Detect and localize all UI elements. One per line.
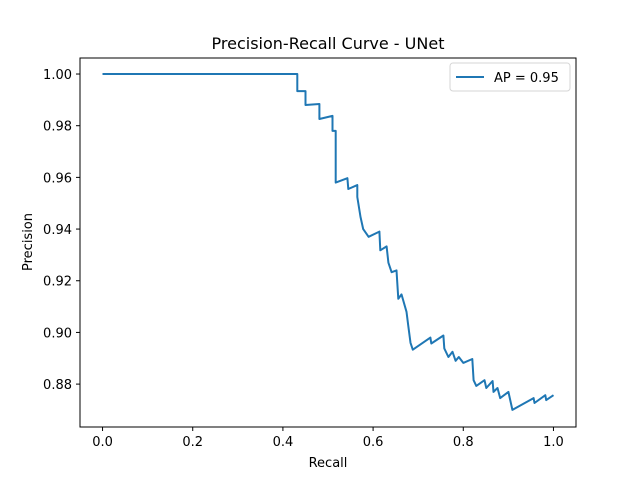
legend: AP = 0.95 — [449, 62, 571, 92]
x-tick-label: 0.0 — [92, 435, 113, 450]
y-tick-label: 0.96 — [43, 171, 72, 186]
axes-frame — [79, 57, 577, 428]
x-tick-label: 1.0 — [543, 435, 564, 450]
x-tick-label: 0.2 — [182, 435, 203, 450]
chart-title: Precision-Recall Curve - UNet — [212, 34, 445, 53]
legend-box — [449, 62, 571, 92]
pr-curve-line — [102, 73, 555, 411]
y-tick-label: 0.92 — [43, 275, 72, 290]
y-tick-label: 0.98 — [43, 120, 72, 135]
x-tick-label: 0.8 — [453, 435, 474, 450]
x-axis-ticks: 0.0 0.2 0.4 0.6 0.8 1.0 — [92, 427, 564, 450]
x-tick-label: 0.4 — [273, 435, 294, 450]
plot-area — [102, 73, 555, 411]
x-tick-label: 0.6 — [363, 435, 384, 450]
y-axis-ticks: 0.88 0.90 0.92 0.94 0.96 0.98 1.00 — [43, 68, 80, 393]
y-tick-label: 0.90 — [43, 326, 72, 341]
x-axis-label: Recall — [309, 456, 348, 471]
y-axis-label: Precision — [21, 213, 36, 271]
y-tick-label: 0.94 — [43, 223, 72, 238]
legend-label: AP = 0.95 — [494, 71, 559, 86]
y-tick-label: 0.88 — [43, 378, 72, 393]
y-tick-label: 1.00 — [43, 68, 72, 83]
